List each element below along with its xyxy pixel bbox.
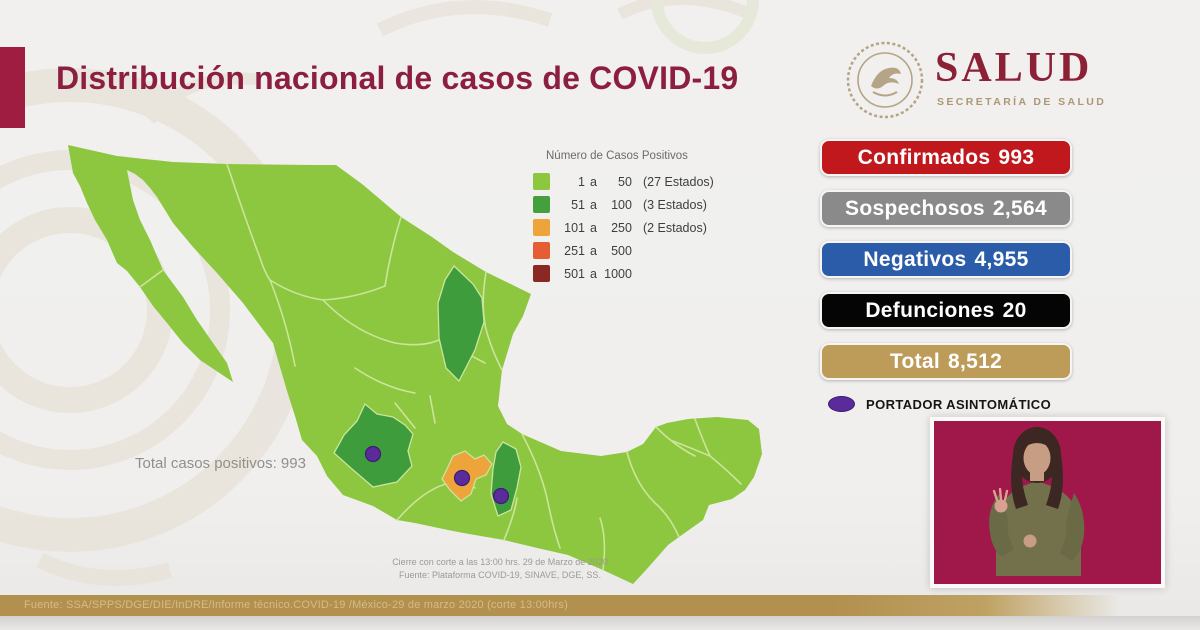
interpreter-right-hand — [1023, 534, 1037, 548]
legend-item: 51 a 100 (3 Estados) — [533, 196, 813, 213]
state-nuevo-leon — [437, 264, 485, 383]
stat-label: Sospechosos — [845, 196, 985, 220]
interpreter-background — [934, 421, 1161, 584]
legend-range-to: 250 — [611, 220, 632, 235]
legend-swatch — [533, 219, 550, 236]
government-seal-icon — [846, 41, 924, 119]
asymptomatic-label: PORTADOR ASINTOMÁTICO — [866, 396, 1052, 412]
legend-range-from: 101 — [564, 220, 585, 235]
source-bar: Fuente: SSA/SPPS/DGE/DIE/InDRE/Informe t… — [0, 595, 1120, 616]
sign-language-interpreter-video — [930, 417, 1165, 588]
asymptomatic-dot-icon — [828, 396, 855, 412]
mexico-outline — [68, 145, 762, 584]
legend-swatch — [533, 265, 550, 282]
interpreter-right-arm — [1060, 493, 1085, 561]
legend-swatch — [533, 173, 550, 190]
stat-confirmados: Confirmados 993 — [820, 139, 1072, 176]
legend-swatch — [533, 196, 550, 213]
source-bar-text: Fuente: SSA/SPPS/DGE/DIE/InDRE/Informe t… — [24, 599, 568, 611]
asymptomatic-marker — [492, 487, 510, 505]
interpreter-face — [1023, 441, 1051, 475]
legend-range-to: 500 — [611, 243, 632, 258]
stat-label: Confirmados — [857, 145, 991, 169]
legend-note: (27 Estados) — [642, 174, 714, 189]
legend-range-to: 1000 — [604, 266, 632, 281]
stat-label: Defunciones — [865, 298, 995, 322]
interpreter-hair-left — [1011, 455, 1028, 509]
legend-range-from: 501 — [564, 266, 585, 281]
state-jalisco — [333, 402, 414, 488]
legend-swatch — [533, 242, 550, 259]
map-footnotes: Cierre con corte a las 13:00 hrs. 29 de … — [300, 556, 700, 582]
map-footnote-source: Fuente: Plataforma COVID-19, SINAVE, DGE… — [399, 570, 601, 580]
legend-item: 1 a 50 (27 Estados) — [533, 173, 813, 190]
interpreter-figure — [989, 427, 1085, 576]
stat-label: Negativos — [863, 247, 967, 271]
map-footnote-cutoff: Cierre con corte a las 13:00 hrs. 29 de … — [392, 557, 608, 567]
stat-total: Total 8,512 — [820, 343, 1072, 380]
bottom-strip — [0, 616, 1200, 630]
legend-range-to: 50 — [618, 174, 632, 189]
legend-range-from: 251 — [564, 243, 585, 258]
asymptomatic-marker — [453, 469, 471, 487]
stat-value: 8,512 — [948, 349, 1003, 373]
legend-range-sep: a — [590, 220, 597, 235]
stat-negativos: Negativos 4,955 — [820, 241, 1072, 278]
mexico-map — [68, 145, 762, 584]
interpreter-fingers — [992, 487, 1009, 502]
interpreter-hair-right — [1046, 455, 1063, 509]
total-cases-label: Total casos positivos: 993 — [135, 455, 306, 472]
asymptomatic-markers — [364, 445, 510, 505]
stat-sospechosos: Sospechosos 2,564 — [820, 190, 1072, 227]
accent-bar — [0, 47, 25, 128]
legend-note: (2 Estados) — [642, 220, 707, 235]
legend-note: (3 Estados) — [642, 197, 707, 212]
legend-range-sep: a — [590, 243, 597, 258]
stat-value: 20 — [1002, 298, 1027, 322]
stat-value: 2,564 — [992, 196, 1047, 220]
asymptomatic-marker — [364, 445, 382, 463]
stats-column: Confirmados 993 Sospechosos 2,564 Negati… — [820, 139, 1072, 394]
page-title: Distribución nacional de casos de COVID-… — [56, 60, 739, 96]
map-legend: Número de Casos Positivos 1 a 50 (27 Est… — [533, 150, 813, 288]
legend-item: 251 a 500 — [533, 242, 813, 259]
stat-label: Total — [889, 349, 941, 373]
interpreter-fringe — [1022, 441, 1052, 449]
legend-range-sep: a — [590, 266, 597, 281]
asymptomatic-legend: PORTADOR ASINTOMÁTICO — [828, 396, 1051, 412]
legend-item: 101 a 250 (2 Estados) — [533, 219, 813, 236]
interpreter-left-hand — [994, 499, 1008, 513]
legend-range-to: 100 — [611, 197, 632, 212]
legend-range-from: 51 — [571, 197, 585, 212]
stat-defunciones: Defunciones 20 — [820, 292, 1072, 329]
logo-wordmark: SALUD — [935, 45, 1093, 91]
stat-value: 4,955 — [974, 247, 1029, 271]
logo-subtitle: SECRETARÍA DE SALUD — [937, 96, 1107, 108]
legend-range-from: 1 — [578, 174, 585, 189]
legend-range-sep: a — [590, 174, 597, 189]
legend-item: 501 a 1000 — [533, 265, 813, 282]
legend-title: Número de Casos Positivos — [546, 150, 688, 162]
salud-logo: SALUD SECRETARÍA DE SALUD — [845, 38, 1175, 123]
legend-range-sep: a — [590, 197, 597, 212]
stat-value: 993 — [998, 145, 1035, 169]
